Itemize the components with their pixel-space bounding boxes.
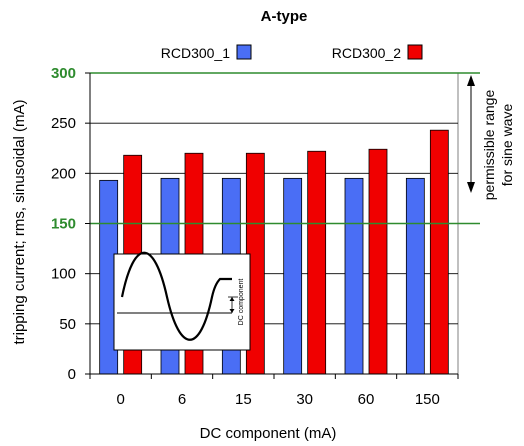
legend: RCD300_1 RCD300_2 [161,44,423,61]
x-tick-label: 15 [235,391,252,408]
range-label-line-2: for sine wave [499,104,515,187]
bar-rcd300-1-150 [405,177,425,375]
range-arrow-head-top [467,75,475,86]
bar-rcd300-2-30 [307,150,327,375]
inset-dc-label: DC component [238,279,245,326]
inset-sine-diagram: DC component [113,251,251,351]
y-tick-label: 250 [51,115,76,132]
inset-dc-arrow-bottom [229,309,235,313]
y-tick-label: 150 [51,216,76,233]
y-tick-label: 50 [59,316,76,333]
y-tick-label: 0 [68,366,76,383]
reference-lines [90,72,480,225]
y-tick-label: 300 [51,65,76,82]
y-tick-label: 200 [51,165,76,182]
bar-rcd300-1-30 [283,177,303,375]
range-annotation: permissible range for sine wave [467,75,515,200]
x-tick-label: 150 [415,391,440,408]
y-axis-title: tripping current; rms, sinusoidal (mA) [11,99,28,344]
legend-swatch-series-2 [407,44,423,60]
x-tick-label: 0 [116,391,124,408]
inset-sine-wave [120,251,232,341]
x-axis-ticks: 0 6 15 30 60 150 [89,374,459,408]
range-label-line-1: permissible range [481,90,497,201]
inset-dc-arrow-top [229,297,235,301]
range-arrow-head-bottom [467,182,475,193]
x-axis-title: DC component (mA) [200,425,337,441]
legend-label-series-1: RCD300_1 [161,45,230,61]
bar-rcd300-1-60 [344,177,364,375]
x-tick-label: 6 [178,391,186,408]
bar-rcd300-2-60 [368,148,388,375]
x-tick-label: 30 [296,391,313,408]
legend-swatch-series-1 [236,44,252,60]
legend-label-series-2: RCD300_2 [332,45,401,61]
bar-rcd300-2-150 [429,129,449,375]
chart-title: A-type [261,8,308,25]
x-tick-label: 60 [358,391,375,408]
y-axis-ticks: 0 50 100 150 200 250 300 [51,65,90,383]
y-tick-label: 100 [51,266,76,283]
